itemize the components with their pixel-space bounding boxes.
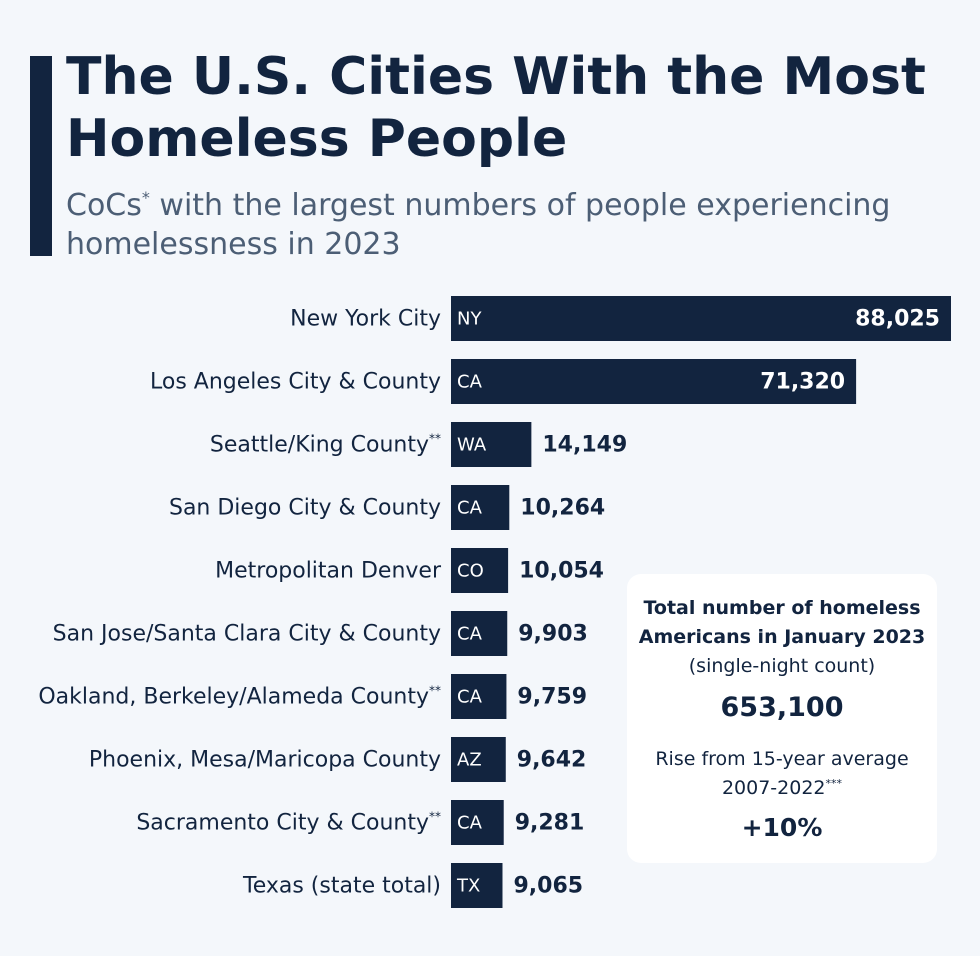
state-code: CO <box>457 561 484 582</box>
bar <box>451 548 509 593</box>
footnote-mark: ** <box>429 810 441 824</box>
state-code: CA <box>457 813 483 834</box>
info-rise-text: Rise from 15-year average 2007-2022 <box>655 748 909 799</box>
state-code: NY <box>457 309 482 330</box>
state-code: CA <box>457 372 483 393</box>
bar <box>451 674 507 719</box>
category-label: Sacramento City & County** <box>136 810 441 836</box>
state-code: CA <box>457 687 483 708</box>
category-label-text: Los Angeles City & County <box>150 370 441 395</box>
info-rise-label: Rise from 15-year average 2007-2022*** <box>627 745 937 803</box>
category-label: San Diego City & County <box>169 496 441 521</box>
value-label: 9,903 <box>518 622 588 647</box>
value-label: 9,759 <box>517 685 587 710</box>
bar <box>451 863 503 908</box>
category-label-text: Sacramento City & County <box>136 811 429 836</box>
value-label: 9,065 <box>513 874 583 899</box>
category-label-text: Oakland, Berkeley/Alameda County <box>38 685 429 710</box>
bar <box>451 422 532 467</box>
info-rise-mark: *** <box>825 777 843 790</box>
info-heading: Total number of homeless Americans in Ja… <box>638 597 926 648</box>
bar <box>451 485 510 530</box>
info-total: 653,100 <box>720 692 844 723</box>
bar <box>451 800 504 845</box>
category-label-text: Texas (state total) <box>242 874 441 899</box>
info-note: (single-night count) <box>688 655 876 677</box>
bar <box>451 611 508 656</box>
state-code: AZ <box>457 750 482 771</box>
bar <box>451 296 951 341</box>
category-label-text: Metropolitan Denver <box>215 559 442 584</box>
category-label: Oakland, Berkeley/Alameda County** <box>38 684 441 710</box>
category-label-text: San Diego City & County <box>169 496 441 521</box>
category-label-text: San Jose/Santa Clara City & County <box>53 622 441 647</box>
chart-subtitle: CoCs* with the largest numbers of people… <box>66 186 966 264</box>
category-label: Seattle/King County** <box>210 432 441 458</box>
footnote-mark: ** <box>429 684 441 698</box>
bar <box>451 359 857 404</box>
category-label-text: New York City <box>290 307 441 332</box>
category-label: Metropolitan Denver <box>215 559 442 584</box>
category-label: Texas (state total) <box>242 874 441 899</box>
chart-title: The U.S. Cities With the Most Homeless P… <box>66 47 926 169</box>
value-label: 9,642 <box>517 748 587 773</box>
state-code: WA <box>457 435 487 456</box>
subtitle-footnote-mark: * <box>141 188 150 207</box>
value-label: 10,264 <box>520 496 605 521</box>
value-label: 9,281 <box>515 811 585 836</box>
subtitle-rest: with the largest numbers of people exper… <box>66 188 891 262</box>
state-code: CA <box>457 498 483 519</box>
value-label: 10,054 <box>519 559 604 584</box>
category-label-text: Phoenix, Mesa/Maricopa County <box>89 748 441 773</box>
value-label: 14,149 <box>542 433 627 458</box>
title-accent-bar <box>30 56 52 256</box>
value-label: 88,025 <box>855 307 940 332</box>
value-label: 71,320 <box>760 370 845 395</box>
state-code: CA <box>457 624 483 645</box>
footnote-mark: ** <box>429 432 441 446</box>
category-label: Phoenix, Mesa/Maricopa County <box>89 748 441 773</box>
category-label: San Jose/Santa Clara City & County <box>53 622 441 647</box>
category-label-text: Seattle/King County <box>210 433 429 458</box>
total-info-box: Total number of homeless Americans in Ja… <box>627 574 937 863</box>
state-code: TX <box>456 876 480 897</box>
bar <box>451 737 506 782</box>
subtitle-prefix: CoCs <box>66 188 142 223</box>
category-label: New York City <box>290 307 441 332</box>
category-label: Los Angeles City & County <box>150 370 441 395</box>
info-rise-value: +10% <box>741 813 823 842</box>
